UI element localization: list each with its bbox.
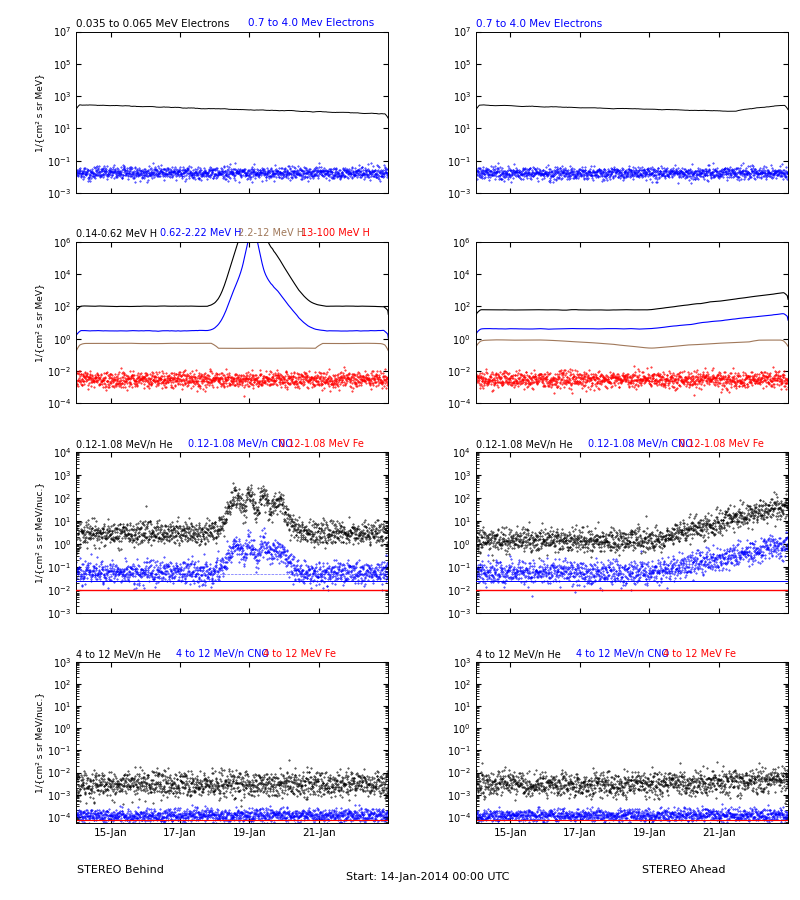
Text: STEREO Ahead: STEREO Ahead bbox=[642, 865, 726, 875]
Text: STEREO Behind: STEREO Behind bbox=[77, 865, 163, 875]
Y-axis label: 1/{cm² s sr MeV/nuc.}: 1/{cm² s sr MeV/nuc.} bbox=[35, 692, 44, 793]
Text: 0.035 to 0.065 MeV Electrons: 0.035 to 0.065 MeV Electrons bbox=[76, 19, 242, 30]
Text: 0.62-2.22 MeV H: 0.62-2.22 MeV H bbox=[160, 229, 242, 238]
Text: 4 to 12 MeV/n CNO: 4 to 12 MeV/n CNO bbox=[176, 649, 269, 659]
Text: 0.7 to 4.0 Mev Electrons: 0.7 to 4.0 Mev Electrons bbox=[248, 18, 374, 28]
Y-axis label: 1/{cm² s sr MeV}: 1/{cm² s sr MeV} bbox=[35, 284, 44, 362]
Text: 0.12-1.08 MeV/n CNO: 0.12-1.08 MeV/n CNO bbox=[189, 438, 294, 448]
Text: 4 to 12 MeV Fe: 4 to 12 MeV Fe bbox=[263, 649, 336, 659]
Text: 0.14-0.62 MeV H: 0.14-0.62 MeV H bbox=[76, 230, 157, 239]
Text: 4 to 12 MeV Fe: 4 to 12 MeV Fe bbox=[663, 649, 736, 659]
Text: 2.2-12 MeV H: 2.2-12 MeV H bbox=[238, 229, 305, 238]
Y-axis label: 1/{cm² s sr MeV}: 1/{cm² s sr MeV} bbox=[35, 73, 44, 152]
Text: 0.7 to 4.0 Mev Electrons: 0.7 to 4.0 Mev Electrons bbox=[476, 19, 602, 30]
Y-axis label: 1/{cm² s sr MeV/nuc.}: 1/{cm² s sr MeV/nuc.} bbox=[35, 482, 44, 583]
Text: 4 to 12 MeV/n CNO: 4 to 12 MeV/n CNO bbox=[576, 649, 669, 659]
Text: 0.12-1.08 MeV/n He: 0.12-1.08 MeV/n He bbox=[476, 439, 572, 450]
Text: 0.12-1.08 MeV Fe: 0.12-1.08 MeV Fe bbox=[279, 438, 364, 448]
Text: 0.12-1.08 MeV/n He: 0.12-1.08 MeV/n He bbox=[76, 439, 173, 450]
Text: Start: 14-Jan-2014 00:00 UTC: Start: 14-Jan-2014 00:00 UTC bbox=[346, 872, 510, 882]
Text: 0.12-1.08 MeV/n CNO: 0.12-1.08 MeV/n CNO bbox=[588, 438, 693, 448]
Text: 13-100 MeV H: 13-100 MeV H bbox=[301, 229, 370, 238]
Text: 0.12-1.08 MeV Fe: 0.12-1.08 MeV Fe bbox=[678, 438, 763, 448]
Text: 4 to 12 MeV/n He: 4 to 12 MeV/n He bbox=[476, 650, 561, 660]
Text: 4 to 12 MeV/n He: 4 to 12 MeV/n He bbox=[76, 650, 161, 660]
